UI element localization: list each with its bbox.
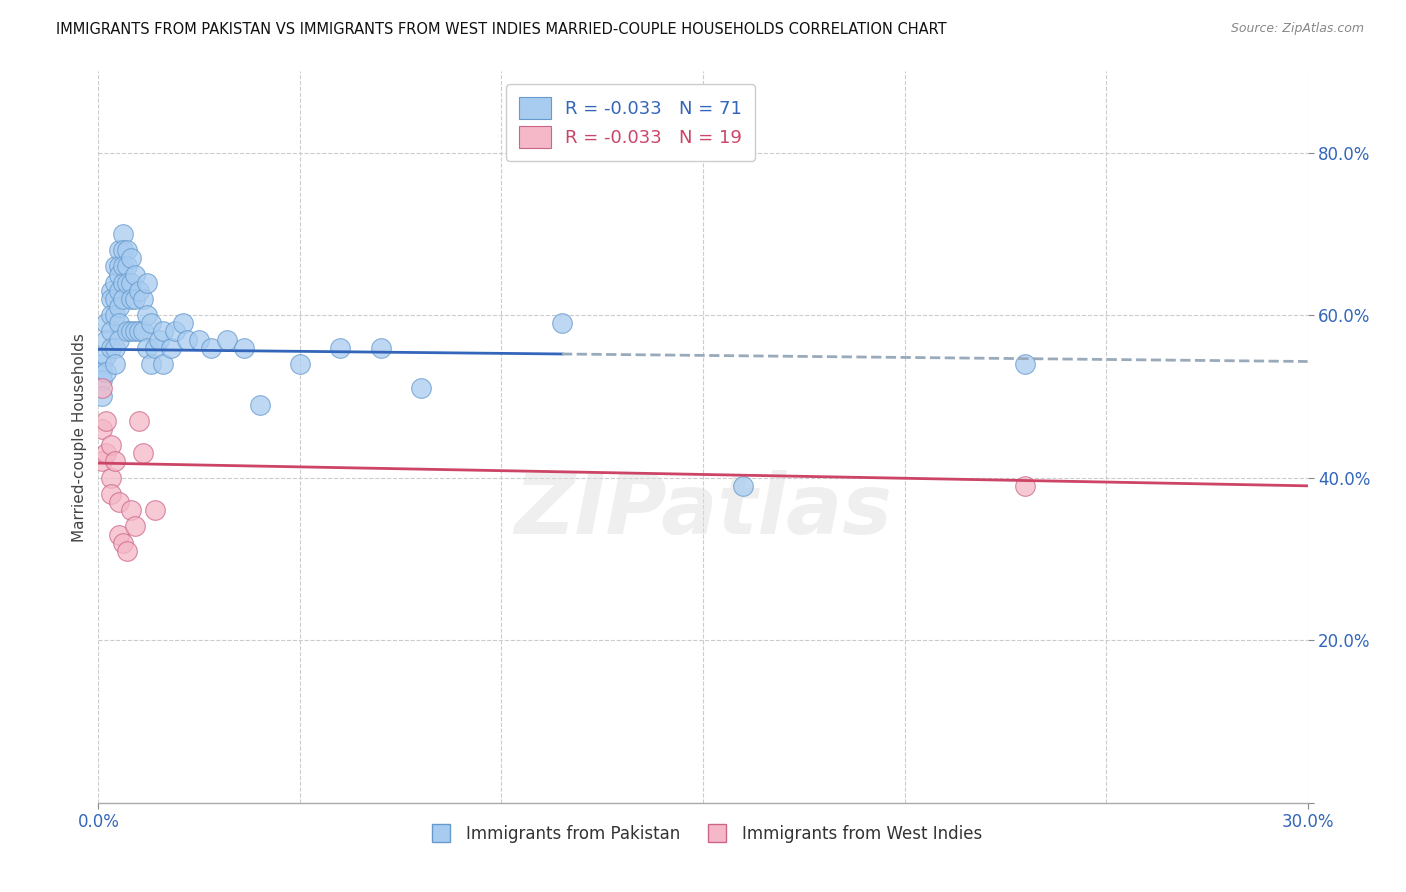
- Point: [1014, 479, 1036, 493]
- Point: [91, 381, 114, 395]
- Point: [107, 268, 129, 282]
- Point: [143, 341, 166, 355]
- Point: [100, 325, 122, 339]
- Point: [91, 422, 114, 436]
- Point: [115, 325, 138, 339]
- Point: [132, 292, 155, 306]
- Point: [115, 544, 138, 558]
- Point: [128, 325, 150, 339]
- Point: [107, 333, 129, 347]
- Point: [111, 243, 134, 257]
- Point: [107, 284, 129, 298]
- Point: [100, 308, 122, 322]
- Point: [409, 381, 432, 395]
- Text: Source: ZipAtlas.com: Source: ZipAtlas.com: [1230, 22, 1364, 36]
- Point: [124, 519, 146, 533]
- Point: [120, 252, 142, 266]
- Point: [100, 487, 122, 501]
- Point: [152, 357, 174, 371]
- Point: [96, 414, 118, 428]
- Point: [107, 243, 129, 257]
- Point: [135, 341, 157, 355]
- Point: [115, 276, 138, 290]
- Point: [329, 341, 352, 355]
- Point: [163, 325, 186, 339]
- Text: ZIPatlas: ZIPatlas: [515, 470, 891, 550]
- Point: [124, 292, 146, 306]
- Point: [111, 227, 134, 241]
- Point: [120, 325, 142, 339]
- Point: [96, 349, 118, 363]
- Point: [107, 527, 129, 541]
- Point: [143, 503, 166, 517]
- Point: [111, 276, 134, 290]
- Point: [100, 292, 122, 306]
- Point: [176, 333, 198, 347]
- Point: [91, 373, 114, 387]
- Point: [120, 276, 142, 290]
- Point: [103, 292, 125, 306]
- Point: [111, 260, 134, 274]
- Point: [139, 357, 162, 371]
- Point: [128, 284, 150, 298]
- Point: [120, 292, 142, 306]
- Point: [1014, 357, 1036, 371]
- Point: [135, 276, 157, 290]
- Point: [124, 325, 146, 339]
- Point: [111, 535, 134, 549]
- Point: [370, 341, 392, 355]
- Point: [100, 341, 122, 355]
- Point: [91, 357, 114, 371]
- Point: [132, 446, 155, 460]
- Point: [103, 308, 125, 322]
- Point: [249, 398, 271, 412]
- Point: [96, 333, 118, 347]
- Point: [135, 308, 157, 322]
- Point: [288, 357, 311, 371]
- Point: [124, 268, 146, 282]
- Y-axis label: Married-couple Households: Married-couple Households: [72, 333, 87, 541]
- Point: [132, 325, 155, 339]
- Point: [200, 341, 222, 355]
- Point: [232, 341, 254, 355]
- Point: [96, 365, 118, 379]
- Point: [120, 503, 142, 517]
- Point: [107, 316, 129, 330]
- Point: [107, 495, 129, 509]
- Point: [103, 454, 125, 468]
- Point: [111, 292, 134, 306]
- Point: [139, 316, 162, 330]
- Legend: Immigrants from Pakistan, Immigrants from West Indies: Immigrants from Pakistan, Immigrants fro…: [418, 818, 988, 849]
- Point: [107, 260, 129, 274]
- Point: [217, 333, 239, 347]
- Point: [103, 357, 125, 371]
- Point: [160, 341, 183, 355]
- Point: [152, 325, 174, 339]
- Point: [103, 260, 125, 274]
- Point: [115, 243, 138, 257]
- Point: [100, 284, 122, 298]
- Point: [91, 389, 114, 403]
- Point: [188, 333, 211, 347]
- Point: [103, 276, 125, 290]
- Point: [96, 316, 118, 330]
- Point: [100, 438, 122, 452]
- Point: [733, 479, 755, 493]
- Point: [91, 454, 114, 468]
- Point: [91, 365, 114, 379]
- Point: [100, 471, 122, 485]
- Point: [115, 260, 138, 274]
- Point: [128, 414, 150, 428]
- Point: [103, 341, 125, 355]
- Point: [96, 446, 118, 460]
- Point: [148, 333, 170, 347]
- Point: [107, 300, 129, 314]
- Text: IMMIGRANTS FROM PAKISTAN VS IMMIGRANTS FROM WEST INDIES MARRIED-COUPLE HOUSEHOLD: IMMIGRANTS FROM PAKISTAN VS IMMIGRANTS F…: [56, 22, 946, 37]
- Point: [551, 316, 574, 330]
- Point: [172, 316, 194, 330]
